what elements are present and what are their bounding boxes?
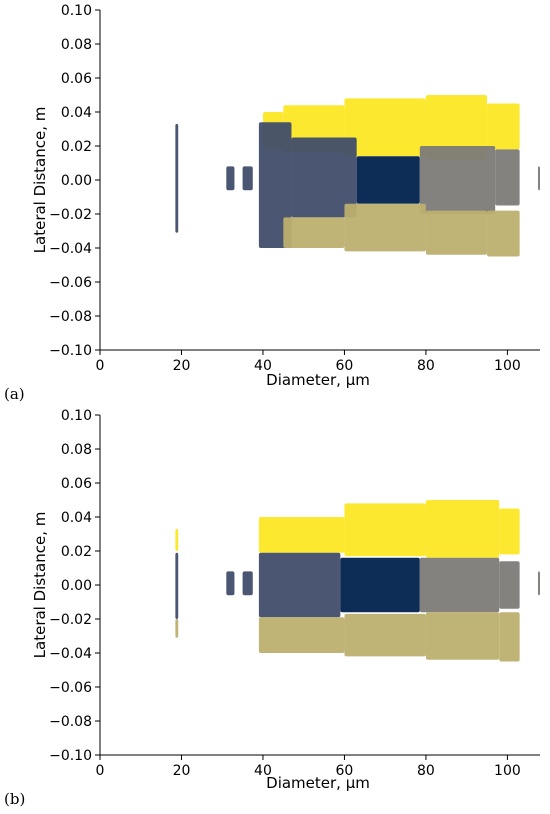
- x-tick-label: 80: [417, 763, 435, 779]
- axes-b: 0 20 40 60 80 100 −0.10 −0.08 −0.06 −0.04 −0.02 0.0…: [49, 408, 540, 779]
- y-tick-label: −0.06: [49, 275, 92, 291]
- data-region-a-3-1: [495, 149, 520, 206]
- data-region-a-4-0: [283, 217, 345, 248]
- data-region-b-4-2: [344, 613, 426, 657]
- panel-a: 0 20 40 60 80 100 −0.10 −0.08 −0.06 −0.04 −0.02 0.0…: [0, 0, 550, 403]
- x-tick-label: 60: [336, 358, 354, 374]
- y-tick-label: 0.06: [61, 476, 92, 492]
- y-tick-label: −0.02: [49, 612, 92, 628]
- y-tick-label: −0.08: [49, 309, 92, 325]
- y-tick-label: 0.08: [61, 442, 92, 458]
- panel-label-a: (a): [4, 385, 25, 403]
- y-tick-label: 0.02: [61, 544, 92, 560]
- y-tick-label: −0.08: [49, 714, 92, 730]
- panel-b: 0 20 40 60 80 100 −0.10 −0.08 −0.06 −0.04 −0.02 0.0…: [0, 405, 550, 808]
- scatter-chart-a: 0 20 40 60 80 100 −0.10 −0.08 −0.06 −0.04 −0.02 0.0…: [31, 3, 540, 389]
- y-tick-label: −0.06: [49, 680, 92, 696]
- data-region-a-4-1: [344, 203, 426, 252]
- data-region-b-0-1: [258, 517, 345, 553]
- data-region-b-3-2: [537, 571, 540, 596]
- y-axis-label-b: Lateral Distance, m: [31, 512, 49, 659]
- data-region-a-3-2: [537, 166, 540, 191]
- data-region-b-4-3: [425, 612, 500, 660]
- y-tick-label: 0.10: [61, 3, 92, 19]
- data-region-b-2-0: [340, 557, 420, 613]
- x-tick-label: 0: [96, 358, 105, 374]
- data-region-a-0-2: [344, 98, 426, 157]
- data-region-a-1-2: [242, 166, 253, 191]
- plot-area-a: [175, 95, 540, 257]
- data-region-a-1-3: [258, 122, 292, 248]
- data-region-b-0-0: [175, 528, 179, 551]
- x-tick-label: 40: [254, 358, 272, 374]
- y-tick-label: 0.08: [61, 37, 92, 53]
- y-tick-label: −0.10: [49, 748, 92, 764]
- data-region-b-1-0: [175, 552, 179, 619]
- data-region-b-4-4: [499, 612, 520, 662]
- scatter-chart-b: 0 20 40 60 80 100 −0.10 −0.08 −0.06 −0.04 −0.02 0.0…: [31, 408, 540, 792]
- data-region-a-0-3: [425, 95, 488, 160]
- x-tick-label: 100: [494, 763, 521, 779]
- data-region-b-3-1: [499, 561, 520, 609]
- data-region-b-4-1: [258, 617, 345, 653]
- data-region-b-4-0: [175, 619, 179, 638]
- axes-a: 0 20 40 60 80 100 −0.10 −0.08 −0.06 −0.04 −0.02 0.0…: [49, 3, 540, 374]
- data-region-b-0-3: [425, 500, 500, 558]
- x-axis-label-b: Diameter, μm: [266, 774, 370, 792]
- data-region-a-2-0: [356, 156, 420, 204]
- y-tick-label: 0.10: [61, 408, 92, 424]
- panel-label-b: (b): [4, 790, 26, 808]
- x-axis-label-a: Diameter, μm: [266, 371, 370, 389]
- y-tick-label: 0.00: [61, 578, 92, 594]
- y-tick-label: 0.00: [61, 173, 92, 189]
- data-region-a-4-3: [487, 210, 520, 257]
- data-region-a-1-1: [226, 166, 235, 191]
- y-tick-label: −0.02: [49, 207, 92, 223]
- data-region-a-3-0: [419, 146, 496, 214]
- y-axis-label-a: Lateral Distance, m: [31, 107, 49, 254]
- y-tick-label: −0.04: [49, 646, 92, 662]
- plot-area-b: [175, 500, 540, 662]
- x-tick-label: 20: [173, 358, 191, 374]
- x-tick-label: 100: [494, 358, 521, 374]
- y-tick-label: 0.02: [61, 139, 92, 155]
- data-region-a-1-0: [175, 123, 179, 233]
- y-tick-label: 0.06: [61, 71, 92, 87]
- y-tick-label: 0.04: [61, 105, 92, 121]
- data-region-a-1-4: [291, 137, 357, 218]
- data-region-a-0-4: [487, 103, 520, 150]
- y-tick-label: −0.10: [49, 343, 92, 359]
- y-tick-label: 0.04: [61, 510, 92, 526]
- x-tick-label: 40: [254, 763, 272, 779]
- data-region-b-1-3: [258, 552, 341, 618]
- data-region-b-0-2: [344, 503, 426, 557]
- data-region-b-1-1: [226, 571, 235, 596]
- x-tick-label: 60: [336, 763, 354, 779]
- x-tick-label: 20: [173, 763, 191, 779]
- data-region-b-3-0: [419, 557, 500, 613]
- data-region-a-4-2: [425, 210, 488, 255]
- data-region-b-1-2: [242, 571, 253, 596]
- y-tick-label: −0.04: [49, 241, 92, 257]
- data-region-b-0-4: [499, 508, 520, 555]
- x-tick-label: 80: [417, 358, 435, 374]
- x-tick-label: 0: [96, 763, 105, 779]
